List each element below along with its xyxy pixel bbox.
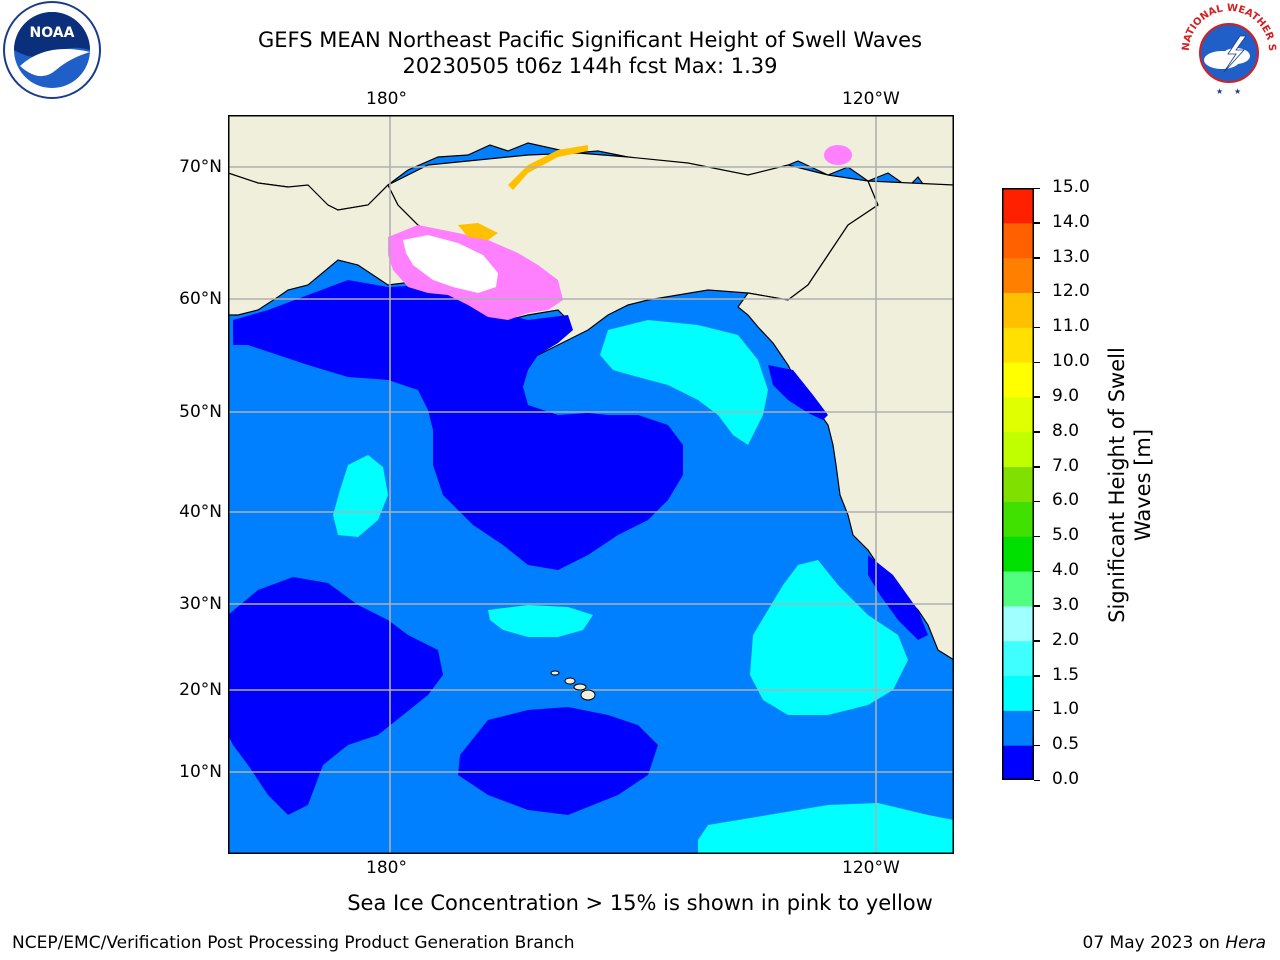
lon-label-bottom-120w: 120°W [842,858,900,878]
colorbar-segment [1002,605,1034,642]
swell-region-dark-coast-ak [768,365,828,420]
map-frame [228,115,954,854]
chart-subtitle: 20230505 t06z 144h fcst Max: 1.39 [402,54,778,78]
colorbar-segment [1002,257,1034,293]
colorbar-segment [1002,466,1034,502]
lat-label-60n: 60°N [179,289,222,309]
colorbar-segment [1002,292,1034,328]
colorbar-tick-label: 3.0 [1052,594,1080,615]
chart-title: GEFS MEAN Northeast Pacific Significant … [257,28,923,52]
colorbar-tick-mark [1034,466,1040,468]
colorbar-tick-label: 7.0 [1052,455,1080,476]
colorbar-tick-mark [1034,570,1040,573]
colorbar-tick-mark [1034,535,1040,538]
colorbar-segment [1002,536,1034,572]
lon-label-top-180: 180° [366,89,407,109]
colorbar-tick-mark [1034,675,1040,677]
colorbar-tick-mark [1034,744,1040,747]
colorbar-segment [1002,362,1034,398]
footer-date-text: 07 May 2023 on [1082,933,1220,953]
colorbar-tick-label: 0.0 [1052,769,1080,789]
colorbar-segment [1002,571,1034,607]
colorbar-tick-mark [1034,709,1040,712]
sea-ice-bering-white [403,235,498,293]
swell-region-light-southeast [698,803,954,854]
colorbar-tick-mark [1034,500,1040,503]
land-north-america [737,180,954,661]
colorbar-tick-label: 11.0 [1052,316,1090,337]
colorbar-tick-label: 12.0 [1052,281,1090,302]
colorbar-segment [1002,327,1034,363]
lat-label-20n: 20°N [179,680,222,700]
footer-date: 07 May 2023 on Hera [1083,933,1267,953]
svg-text:★: ★ [1234,87,1241,96]
lon-label-top-120w: 120°W [842,89,900,109]
sea-ice-arctic [508,145,588,190]
svg-text:★: ★ [1216,87,1223,96]
colorbar-tick-label: 6.0 [1052,490,1080,511]
nws-logo: NATIONAL WEATHER SERVICE ★ ★ [1174,0,1280,102]
colorbar-tick-mark [1034,605,1040,607]
colorbar-tick-label: 14.0 [1052,211,1090,232]
colorbar-frame [1002,188,1034,780]
sea-ice-bering-yellow [458,223,498,240]
swell-region-dark-south [458,707,658,815]
colorbar-segment [1002,501,1034,537]
swell-region-dark-coast-ca [868,555,928,640]
colorbar-tick-label: 9.0 [1052,385,1080,406]
sea-ice-note: Sea Ice Concentration > 15% is shown in … [347,891,933,915]
sea-ice-beaufort [824,145,852,165]
colorbar-tick-label: 8.0 [1052,420,1080,441]
colorbar-segment [1002,640,1034,677]
colorbar-tick-label: 0.5 [1052,734,1080,755]
colorbar-segment [1002,431,1034,468]
colorbar-tick-label: 13.0 [1052,246,1090,267]
lat-label-40n: 40°N [179,502,222,522]
colorbar-tick-label: 1.5 [1052,664,1080,685]
colorbar-tick-mark [1034,326,1040,329]
swell-region-dark-north [233,280,683,570]
colorbar-tick-mark [1034,257,1040,259]
swell-region-light-center [488,605,593,637]
colorbar-segment [1002,396,1034,433]
colorbar-segment [1002,222,1034,259]
map-svg [228,115,954,854]
hawaii-islands [550,670,596,701]
colorbar-segment [1002,675,1034,711]
colorbar-tick-label: 10.0 [1052,351,1090,372]
colorbar-tick-label: 15.0 [1052,177,1090,197]
map-panel [228,115,954,854]
colorbar-tick-mark [1034,431,1040,433]
colorbar-segment [1002,710,1034,746]
noaa-logo-text: NOAA [30,25,75,41]
lat-label-30n: 30°N [179,594,222,614]
lat-label-10n: 10°N [179,762,222,782]
footer-org: NCEP/EMC/Verification Post Processing Pr… [12,933,575,953]
footer-host: Hera [1225,933,1266,953]
colorbar-tick-label: 4.0 [1052,560,1080,581]
colorbar-tick-mark [1034,291,1040,294]
colorbar-tick-label: 1.0 [1052,699,1080,720]
swell-region-light-west [333,455,388,537]
colorbar-tick-label: 2.0 [1052,629,1080,650]
colorbar-tick-mark [1034,779,1040,781]
colorbar-tick-mark [1034,361,1040,364]
lat-label-50n: 50°N [179,402,222,422]
colorbar [1002,188,1034,781]
colorbar-segment [1002,188,1034,224]
swell-region-light-east [750,560,908,715]
colorbar-tick-label: 5.0 [1052,525,1080,546]
colorbar-label: Significant Height of Swell Waves [m] [1105,347,1155,623]
colorbar-tick-mark [1034,222,1040,224]
noaa-logo: NOAA [0,0,104,104]
lon-label-bottom-180: 180° [366,858,407,878]
lat-label-70n: 70°N [179,157,222,177]
colorbar-segment [1002,745,1034,781]
swell-region-light-gulf [600,320,768,445]
colorbar-tick-mark [1034,187,1040,189]
colorbar-tick-mark [1034,640,1040,642]
colorbar-tick-mark [1034,396,1040,398]
